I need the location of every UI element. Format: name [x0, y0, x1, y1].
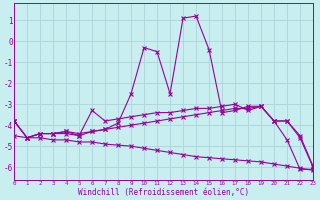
- X-axis label: Windchill (Refroidissement éolien,°C): Windchill (Refroidissement éolien,°C): [78, 188, 249, 197]
